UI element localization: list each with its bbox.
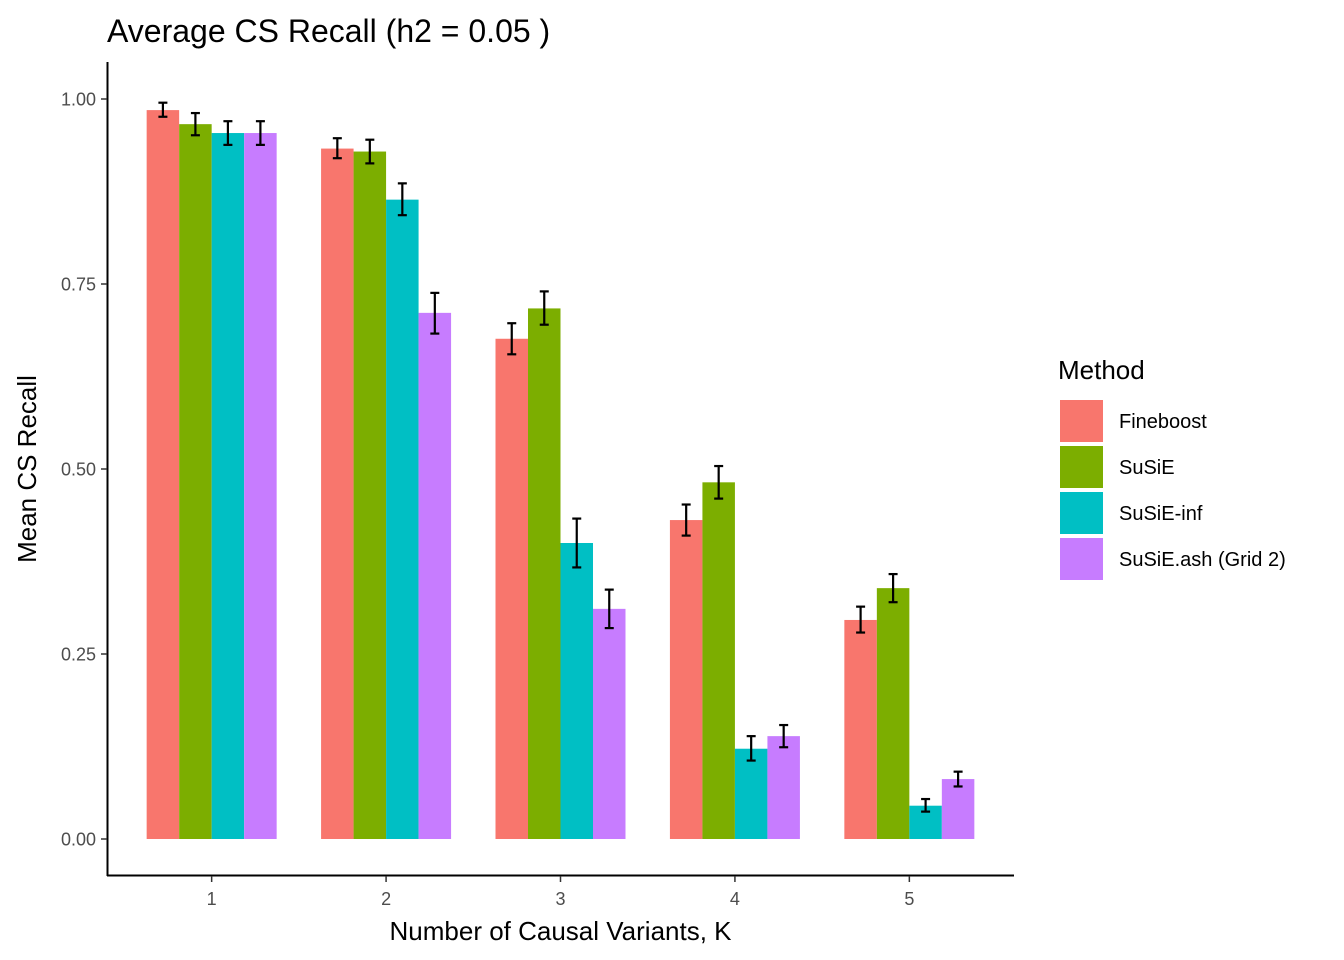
y-tick-label: 0.50	[61, 460, 96, 480]
error-bar-susie-inf-k2	[397, 182, 407, 217]
bar-susie-ash-grid-2-k4	[767, 736, 800, 839]
error-bar-fineboost-k5	[856, 605, 866, 634]
error-bar-susie-ash-grid-2-k1	[255, 120, 265, 146]
legend-label-fineboost: Fineboost	[1119, 411, 1207, 433]
bar-susie-ash-grid-2-k2	[418, 312, 452, 839]
error-bar-fineboost-k2	[332, 137, 342, 160]
legend-swatch-susie-ash-grid-2	[1060, 538, 1103, 580]
bar-susie-inf-k4	[734, 748, 768, 839]
y-tick-label: 1.00	[61, 90, 96, 110]
error-bar-susie-inf-k1	[223, 120, 233, 146]
error-bar-susie-k5	[888, 572, 898, 604]
error-bar-susie-k2	[365, 138, 375, 165]
bar-fineboost-k4	[669, 520, 703, 839]
error-bars-layer	[158, 101, 963, 813]
error-bar-fineboost-k1	[158, 101, 168, 118]
legend-swatch-susie-inf	[1060, 492, 1103, 534]
error-bar-susie-ash-grid-2-k5	[953, 770, 963, 788]
x-ticks: 1 2 3 4 5	[207, 876, 914, 909]
bar-fineboost-k2	[321, 148, 354, 839]
legend-title: Method	[1058, 355, 1145, 385]
legend-label-susie: SuSiE	[1119, 457, 1175, 479]
y-tick-label: 0.00	[61, 830, 96, 850]
error-bar-susie-k3	[539, 290, 549, 326]
y-tick-label: 0.75	[61, 275, 96, 295]
bar-fineboost-k1	[146, 110, 180, 840]
error-bar-fineboost-k3	[507, 322, 517, 356]
legend-swatch-fineboost	[1060, 400, 1103, 442]
y-ticks: 0.00 0.25 0.50 0.75 1.00	[61, 90, 107, 850]
bar-susie-k1	[179, 124, 212, 839]
error-bar-susie-inf-k3	[572, 517, 582, 569]
bar-susie-inf-k2	[386, 199, 419, 839]
bar-susie-ash-grid-2-k5	[941, 779, 975, 839]
x-tick-label: 2	[381, 889, 391, 909]
error-bar-susie-inf-k5	[921, 797, 931, 813]
error-bar-susie-k1	[190, 111, 200, 137]
legend-swatch-susie	[1060, 446, 1103, 488]
x-tick-label: 3	[555, 889, 565, 909]
bar-susie-ash-grid-2-k1	[244, 133, 277, 840]
error-bar-susie-k4	[714, 464, 724, 500]
legend-label-susie-ash-grid-2: SuSiE.ash (Grid 2)	[1119, 549, 1286, 571]
x-tick-label: 5	[904, 889, 914, 909]
bar-susie-k3	[528, 308, 561, 839]
y-tick-label: 0.25	[61, 645, 96, 665]
x-tick-label: 1	[207, 889, 217, 909]
x-tick-label: 4	[730, 889, 740, 909]
error-bar-susie-inf-k4	[746, 735, 756, 762]
y-axis-title: Mean CS Recall	[12, 375, 42, 563]
error-bar-susie-ash-grid-2-k3	[604, 588, 614, 630]
legend-label-susie-inf: SuSiE-inf	[1119, 503, 1203, 525]
bar-fineboost-k3	[495, 338, 528, 839]
legend: Method Fineboost SuSiE SuSiE-inf SuSiE.ash …	[1058, 355, 1286, 580]
bar-susie-inf-k3	[560, 543, 593, 839]
bar-susie-k2	[353, 151, 387, 840]
bar-susie-k5	[876, 588, 910, 839]
error-bar-susie-ash-grid-2-k2	[430, 291, 440, 335]
bar-susie-ash-grid-2-k3	[593, 608, 626, 839]
chart-title: Average CS Recall (h2 = 0.05 )	[107, 13, 550, 49]
error-bar-susie-ash-grid-2-k4	[779, 723, 789, 749]
bar-susie-inf-k1	[211, 133, 245, 840]
x-axis-title: Number of Causal Variants, K	[390, 916, 733, 946]
bar-fineboost-k5	[844, 619, 877, 839]
error-bar-fineboost-k4	[681, 503, 691, 537]
bar-susie-k4	[702, 482, 735, 839]
bars-layer	[146, 110, 975, 840]
